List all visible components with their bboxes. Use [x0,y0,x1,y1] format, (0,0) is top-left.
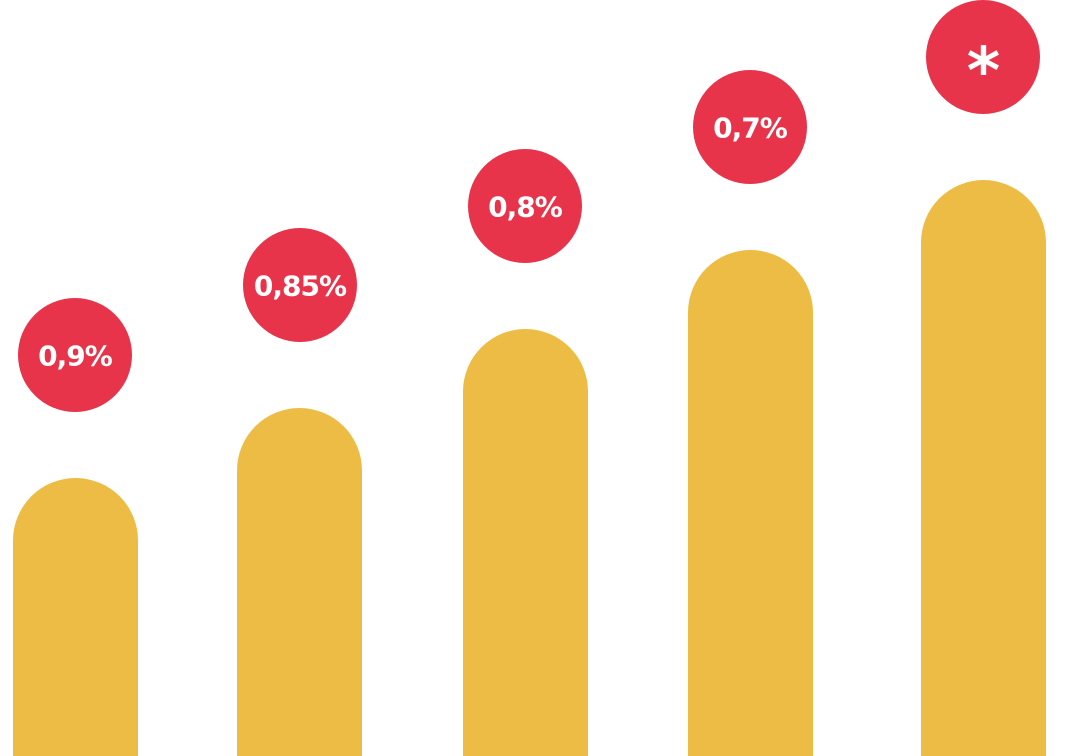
pillar [921,180,1046,756]
badge [18,298,132,412]
pillar [463,329,588,756]
badge [926,0,1040,114]
pillar [237,408,362,756]
badge-label: * [967,35,1000,109]
badge-label: 0,85% [254,270,347,303]
pillar [688,250,813,756]
pillar [13,478,138,756]
badge-label: 0,9% [38,340,113,373]
badge-label: 0,8% [488,191,563,224]
badge [243,228,357,342]
badge [693,70,807,184]
badge-label: 0,7% [713,112,788,145]
badge [468,149,582,263]
